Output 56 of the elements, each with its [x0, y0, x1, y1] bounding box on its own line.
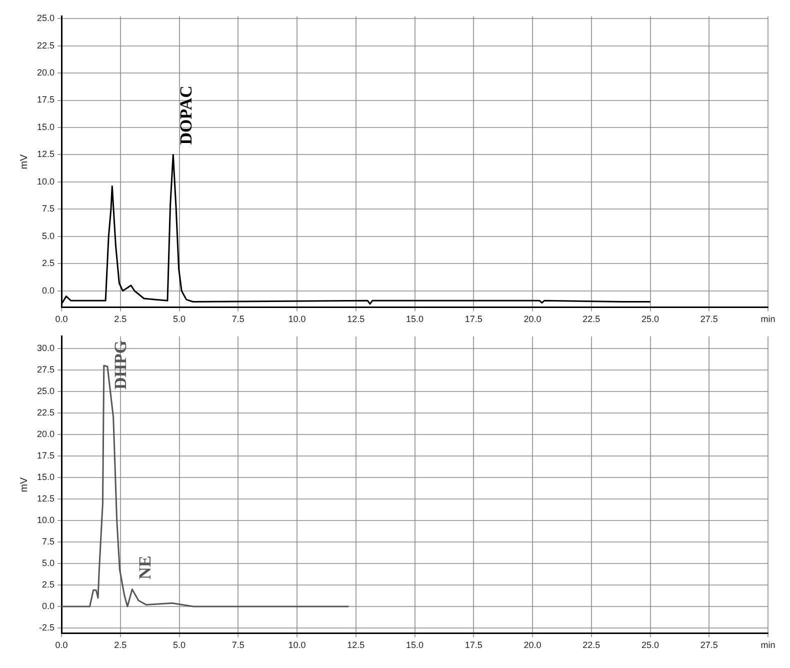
x-tick-label: 27.5: [700, 314, 718, 324]
x-tick-label: 27.5: [700, 640, 718, 650]
y-tick-label: 17.5: [36, 450, 55, 460]
y-tick-label: 10.0: [36, 514, 55, 525]
y-tick-label: 27.5: [36, 364, 55, 374]
y-tick-label: 30.0: [36, 342, 55, 353]
x-tick-label: 12.5: [347, 314, 365, 324]
y-tick-label: 5.0: [42, 230, 55, 241]
annotation: DOPAC: [176, 86, 196, 145]
y-tick-label: 2.5: [42, 580, 55, 590]
x-tick-label: 17.5: [464, 640, 482, 650]
x-tick-label: min: [760, 314, 776, 324]
y-tick-label: 12.5: [36, 149, 55, 160]
x-tick-label: 0.0: [55, 314, 68, 324]
y-axis-title: mV: [18, 476, 30, 492]
x-tick-label: 22.5: [582, 640, 600, 650]
y-tick-label: 25.0: [36, 13, 55, 24]
annotation: DHPG: [110, 340, 130, 390]
x-tick-label: 10.0: [288, 640, 306, 650]
x-tick-label: 7.5: [232, 314, 244, 324]
x-tick-label: 15.0: [406, 314, 424, 324]
x-tick-label: 25.0: [641, 640, 660, 650]
x-tick-label: 20.0: [524, 314, 542, 324]
y-tick-label: 2.5: [42, 258, 55, 268]
x-tick-label: 5.0: [173, 640, 186, 650]
x-tick-label: 17.5: [464, 314, 482, 324]
x-tick-label: 2.5: [114, 640, 127, 650]
annotation: NE: [136, 556, 155, 580]
y-tick-label: 7.5: [42, 204, 55, 214]
y-tick-label: 7.5: [42, 536, 55, 546]
y-tick-label: 0.0: [42, 285, 55, 296]
y-tick-label: 17.5: [36, 94, 55, 105]
y-tick-label: 20.0: [36, 428, 55, 439]
y-tick-label: 0.0: [42, 601, 55, 612]
y-tick-label: 22.5: [36, 40, 55, 50]
x-tick-label: 12.5: [347, 640, 365, 650]
x-tick-label: 22.5: [582, 314, 600, 324]
y-tick-label: 25.0: [36, 386, 55, 396]
y-tick-label: 15.0: [36, 472, 55, 482]
y-tick-label: 22.5: [36, 407, 55, 418]
y-tick-label: -2.5: [39, 622, 55, 633]
x-tick-label: min: [760, 640, 776, 650]
x-tick-label: 7.5: [232, 640, 244, 650]
y-tick-label: 5.0: [42, 558, 55, 568]
y-tick-label: 15.0: [36, 122, 55, 132]
y-tick-label: 20.0: [36, 68, 55, 78]
y-tick-label: 12.5: [36, 493, 55, 504]
x-tick-label: 0.0: [55, 640, 68, 650]
x-tick-label: 2.5: [114, 314, 127, 324]
x-tick-label: 25.0: [641, 314, 660, 324]
x-tick-label: 20.0: [524, 640, 542, 650]
x-tick-label: 10.0: [288, 314, 306, 324]
y-axis-title: mV: [18, 154, 30, 170]
x-tick-label: 15.0: [406, 640, 424, 650]
y-tick-label: 10.0: [36, 176, 55, 186]
x-tick-label: 5.0: [173, 314, 186, 324]
